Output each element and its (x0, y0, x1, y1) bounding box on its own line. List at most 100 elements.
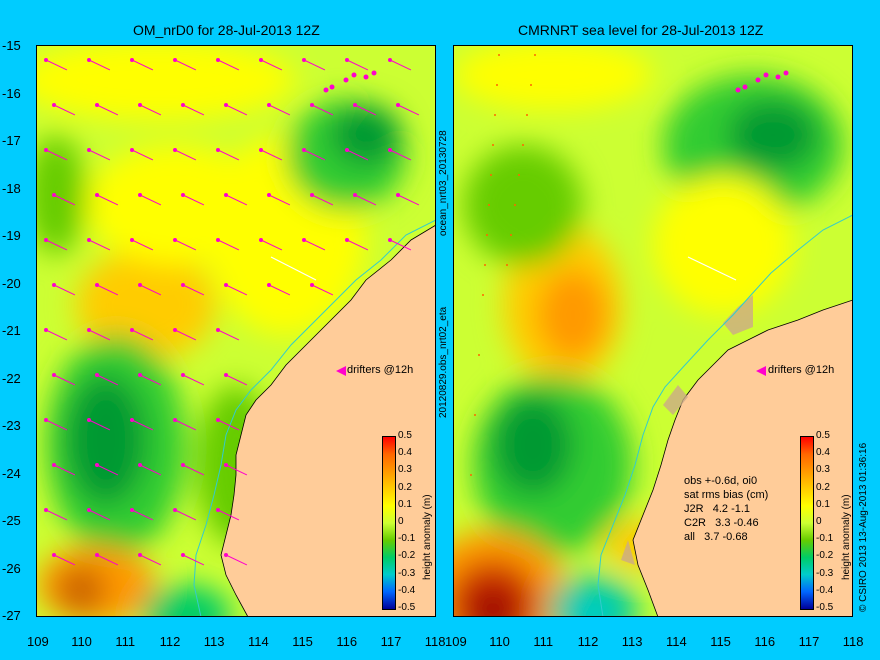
left-colorbar (382, 436, 396, 610)
y-tick-label: -18 (2, 180, 21, 196)
current-arrow-head (130, 148, 134, 152)
current-arrow (139, 104, 162, 116)
current-arrow-head (181, 463, 185, 467)
x-tick-label: 116 (754, 634, 776, 649)
y-tick-label: -24 (2, 465, 21, 481)
colorbar-tick-label: -0.4 (398, 584, 416, 596)
drifter-track-cluster (735, 70, 789, 93)
current-arrow (268, 194, 291, 206)
x-tick-label: 118 (424, 634, 446, 649)
x-tick-label: 113 (621, 634, 643, 649)
current-arrow (96, 194, 119, 206)
right-colorbar-label: height anomaly (m) (841, 494, 852, 580)
current-arrow-head (173, 418, 177, 422)
left-map-title: OM_nrD0 for 28-Jul-2013 12Z (133, 22, 320, 38)
y-tick-label: -27 (2, 608, 21, 623)
colorbar-tick-label: -0.5 (398, 602, 416, 613)
colorbar-tick-label: 0.2 (816, 481, 830, 493)
current-arrow-head (216, 508, 220, 512)
x-tick-label: 117 (798, 634, 820, 649)
current-arrow-head (345, 148, 349, 152)
current-arrow (53, 104, 76, 116)
x-tick-label: 118 (842, 634, 864, 649)
current-arrow-head (259, 58, 263, 62)
right-map-title: CMRNRT sea level for 28-Jul-2013 12Z (518, 22, 764, 38)
current-arrow-head (52, 373, 56, 377)
current-arrow (217, 329, 240, 341)
current-arrow (217, 509, 240, 521)
current-arrow-head (353, 103, 357, 107)
current-arrow (139, 374, 162, 386)
current-arrow (268, 284, 291, 296)
current-arrow-head (216, 328, 220, 332)
current-arrow-head (52, 553, 56, 557)
x-tick-label: 109 (27, 634, 49, 649)
current-arrow (225, 104, 248, 116)
current-arrow (131, 59, 154, 71)
current-arrow (131, 329, 154, 341)
current-arrow-head (310, 193, 314, 197)
current-arrow-head (224, 463, 228, 467)
x-tick-label: 111 (533, 634, 554, 649)
current-arrow (131, 149, 154, 161)
current-arrow-head (181, 373, 185, 377)
current-arrow (131, 509, 154, 521)
current-arrow-head (44, 418, 48, 422)
current-arrow-head (138, 373, 142, 377)
current-arrow-head (173, 328, 177, 332)
colorbar-tick-label: -0.2 (816, 550, 834, 562)
current-arrow-head (95, 283, 99, 287)
colorbar-tick-label: 0.4 (816, 447, 830, 459)
right-colorbar-ticks: 0.5 0.4 0.3 0.2 0.1 0 -0.1 -0.2 -0.3 -0.4 -0.5 (816, 430, 856, 614)
current-arrow (260, 239, 283, 251)
right-drifter-label: drifters @12h (768, 364, 835, 376)
current-arrow-head (138, 283, 142, 287)
current-arrow-head (216, 58, 220, 62)
current-arrow-head (181, 193, 185, 197)
current-arrow-head (310, 103, 314, 107)
current-arrow-head (52, 103, 56, 107)
current-arrow (45, 329, 68, 341)
current-arrow (139, 464, 162, 476)
y-tick-label: -23 (2, 418, 21, 433)
current-arrow-head (95, 553, 99, 557)
current-arrow (174, 149, 197, 161)
stats-line: C2R 3.3 -0.46 (684, 517, 759, 529)
current-arrow-head (44, 148, 48, 152)
colorbar-tick-label: -0.4 (816, 584, 834, 596)
current-arrow-head (130, 238, 134, 242)
current-arrow (303, 59, 326, 71)
current-arrow (96, 104, 119, 116)
colorbar-tick-label: 0.5 (816, 430, 830, 441)
stats-line: sat rms bias (cm) (684, 489, 769, 501)
current-arrow-head (130, 508, 134, 512)
current-arrow-head (302, 148, 306, 152)
coastal-track (597, 214, 853, 617)
current-arrow-head (52, 463, 56, 467)
current-arrow-head (267, 283, 271, 287)
x-tick-label: 109 (445, 634, 467, 649)
y-tick-label: -26 (2, 560, 21, 576)
current-arrow-head (44, 238, 48, 242)
current-arrow (45, 509, 68, 521)
colorbar-tick-label: -0.1 (816, 533, 834, 545)
current-arrow (45, 149, 68, 161)
left-colorbar-ticks: 0.5 0.4 0.3 0.2 0.1 0 -0.1 -0.2 -0.3 -0.4 -0.5 (398, 430, 438, 614)
current-arrow (354, 104, 377, 116)
current-arrow-head (345, 58, 349, 62)
current-arrow-head (173, 148, 177, 152)
current-arrow (53, 194, 76, 206)
current-arrow-head (396, 103, 400, 107)
current-arrow-head (388, 148, 392, 152)
current-arrow-head (388, 58, 392, 62)
current-arrow (174, 329, 197, 341)
obs-id-label: 20120829.obs_nrt02_eta (438, 306, 449, 418)
current-arrow (346, 239, 369, 251)
current-arrow-head (138, 103, 142, 107)
current-arrow-head (216, 238, 220, 242)
current-arrow-head (95, 193, 99, 197)
drifter-track-cluster (323, 70, 377, 93)
satellite-track-1 (470, 54, 500, 476)
stats-line: J2R 4.2 -1.1 (684, 503, 751, 515)
right-map-panel (453, 45, 853, 617)
